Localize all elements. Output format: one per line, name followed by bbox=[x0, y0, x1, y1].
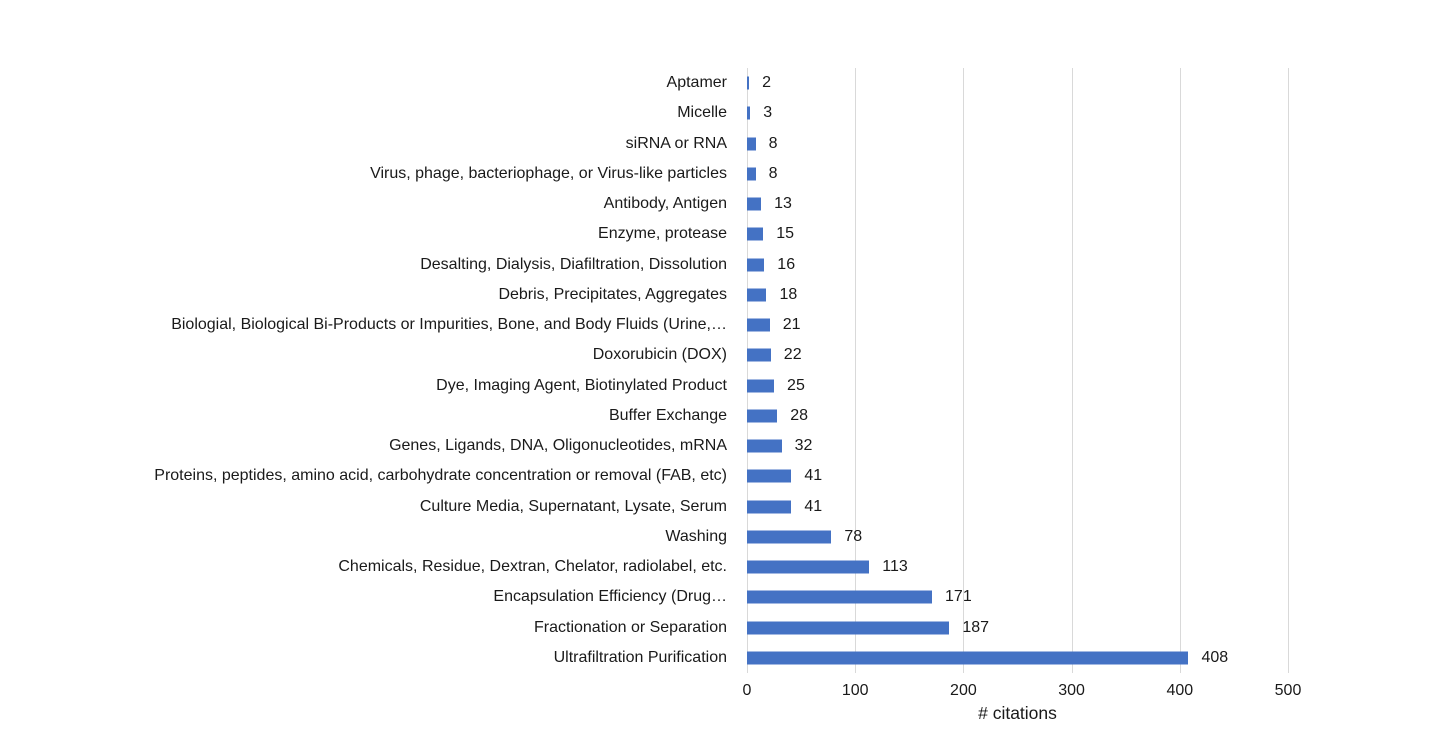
category-label: Virus, phage, bacteriophage, or Virus-li… bbox=[370, 164, 727, 182]
category-label: Doxorubicin (DOX) bbox=[592, 346, 727, 364]
x-axis-title: # citations bbox=[978, 703, 1057, 723]
category-label: Micelle bbox=[677, 104, 727, 122]
gridline-x-400 bbox=[1179, 68, 1181, 673]
value-label: 32 bbox=[794, 437, 813, 455]
value-label: 408 bbox=[1201, 648, 1229, 666]
gridline-x-200 bbox=[963, 68, 965, 673]
value-label: 16 bbox=[777, 255, 796, 273]
chart-row: Culture Media, Supernatant, Lysate, Seru… bbox=[0, 492, 1455, 522]
category-label: Chemicals, Residue, Dextran, Chelator, r… bbox=[338, 558, 727, 576]
value-label: 2 bbox=[762, 74, 772, 92]
chart-row: Desalting, Dialysis, Diafiltration, Diss… bbox=[0, 250, 1455, 280]
x-tick-label: 200 bbox=[950, 682, 977, 699]
category-label: Washing bbox=[665, 527, 727, 545]
category-label: Debris, Precipitates, Aggregates bbox=[498, 285, 727, 303]
x-tick-label: 100 bbox=[841, 682, 869, 699]
value-label: 13 bbox=[774, 195, 792, 213]
category-label: Culture Media, Supernatant, Lysate, Seru… bbox=[419, 497, 727, 515]
value-label: 21 bbox=[782, 316, 801, 334]
category-label: Buffer Exchange bbox=[608, 406, 727, 424]
x-tick-label: 300 bbox=[1058, 682, 1085, 699]
value-label: 8 bbox=[768, 164, 778, 182]
chart-row: Proteins, peptides, amino acid, carbohyd… bbox=[0, 461, 1455, 491]
value-label: 22 bbox=[783, 346, 802, 364]
bar bbox=[747, 197, 762, 211]
value-label: 18 bbox=[779, 285, 798, 303]
value-label: 187 bbox=[962, 618, 990, 636]
bar bbox=[747, 137, 756, 151]
bar bbox=[747, 258, 765, 272]
category-label: Desalting, Dialysis, Diafiltration, Diss… bbox=[420, 255, 727, 273]
category-label: Genes, Ligands, DNA, Oligonucleotides, m… bbox=[389, 437, 727, 455]
bar bbox=[747, 409, 778, 423]
chart-row: Fractionation or Separation 187 bbox=[0, 613, 1455, 643]
bar bbox=[747, 560, 870, 574]
chart-row: Biologial, Biological Bi-Products or Imp… bbox=[0, 310, 1455, 340]
x-tick-label: 400 bbox=[1166, 682, 1194, 699]
chart-row: Micelle 3 bbox=[0, 98, 1455, 128]
chart-row: Ultrafiltration Purification 408 bbox=[0, 643, 1455, 673]
x-tick-label: 0 bbox=[742, 682, 752, 699]
chart-row: Doxorubicin (DOX) 22 bbox=[0, 340, 1455, 370]
chart-row: Virus, phage, bacteriophage, or Virus-li… bbox=[0, 159, 1455, 189]
category-label: Biologial, Biological Bi-Products or Imp… bbox=[171, 316, 727, 334]
category-label: Dye, Imaging Agent, Biotinylated Product bbox=[436, 376, 727, 394]
value-label: 41 bbox=[804, 497, 823, 515]
category-label: Fractionation or Separation bbox=[534, 618, 727, 636]
chart-row: Encapsulation Efficiency (Drug… 171 bbox=[0, 582, 1455, 612]
bar bbox=[747, 379, 775, 393]
bar bbox=[747, 590, 933, 604]
x-tick-label: 500 bbox=[1274, 682, 1302, 699]
category-label: Proteins, peptides, amino acid, carbohyd… bbox=[154, 467, 727, 485]
value-label: 15 bbox=[776, 225, 795, 243]
category-label: Ultrafiltration Purification bbox=[553, 648, 727, 666]
bar bbox=[747, 318, 770, 332]
bar bbox=[747, 621, 950, 635]
category-label: Antibody, Antigen bbox=[603, 195, 727, 213]
category-label: Enzyme, protease bbox=[598, 225, 727, 243]
bar bbox=[747, 651, 1189, 665]
bar bbox=[747, 167, 756, 181]
bar bbox=[747, 530, 832, 544]
chart-row: Chemicals, Residue, Dextran, Chelator, r… bbox=[0, 552, 1455, 582]
gridline-x-300 bbox=[1071, 68, 1073, 673]
chart-row: Enzyme, protease 15 bbox=[0, 219, 1455, 249]
bar bbox=[747, 227, 764, 241]
chart-row: Antibody, Antigen 13 bbox=[0, 189, 1455, 219]
chart-row: Buffer Exchange 28 bbox=[0, 401, 1455, 431]
gridline-x-0 bbox=[747, 68, 748, 673]
chart-row: Aptamer 2 bbox=[0, 68, 1455, 98]
bar bbox=[747, 500, 792, 514]
chart-row: siRNA or RNA 8 bbox=[0, 129, 1455, 159]
bar bbox=[747, 439, 782, 453]
chart-row: Genes, Ligands, DNA, Oligonucleotides, m… bbox=[0, 431, 1455, 461]
category-label: Aptamer bbox=[666, 74, 727, 92]
value-label: 113 bbox=[882, 558, 908, 576]
gridline-x-100 bbox=[855, 68, 857, 673]
category-label: Encapsulation Efficiency (Drug… bbox=[493, 588, 727, 606]
value-label: 78 bbox=[844, 527, 863, 545]
value-label: 28 bbox=[790, 406, 809, 424]
value-label: 8 bbox=[768, 134, 778, 152]
bar bbox=[747, 469, 792, 483]
bar bbox=[747, 76, 750, 90]
value-label: 25 bbox=[787, 376, 805, 394]
value-label: 41 bbox=[804, 467, 823, 485]
chart-row: Dye, Imaging Agent, Biotinylated Product… bbox=[0, 371, 1455, 401]
bar bbox=[747, 348, 771, 362]
bar bbox=[747, 288, 767, 302]
category-label: siRNA or RNA bbox=[625, 134, 727, 152]
chart-row: Debris, Precipitates, Aggregates 18 bbox=[0, 280, 1455, 310]
gridline-x-500 bbox=[1288, 68, 1289, 673]
chart-row: Washing 78 bbox=[0, 522, 1455, 552]
plot-area bbox=[747, 68, 1289, 673]
value-label: 171 bbox=[945, 588, 972, 606]
bar bbox=[747, 106, 751, 120]
value-label: 3 bbox=[763, 104, 773, 122]
